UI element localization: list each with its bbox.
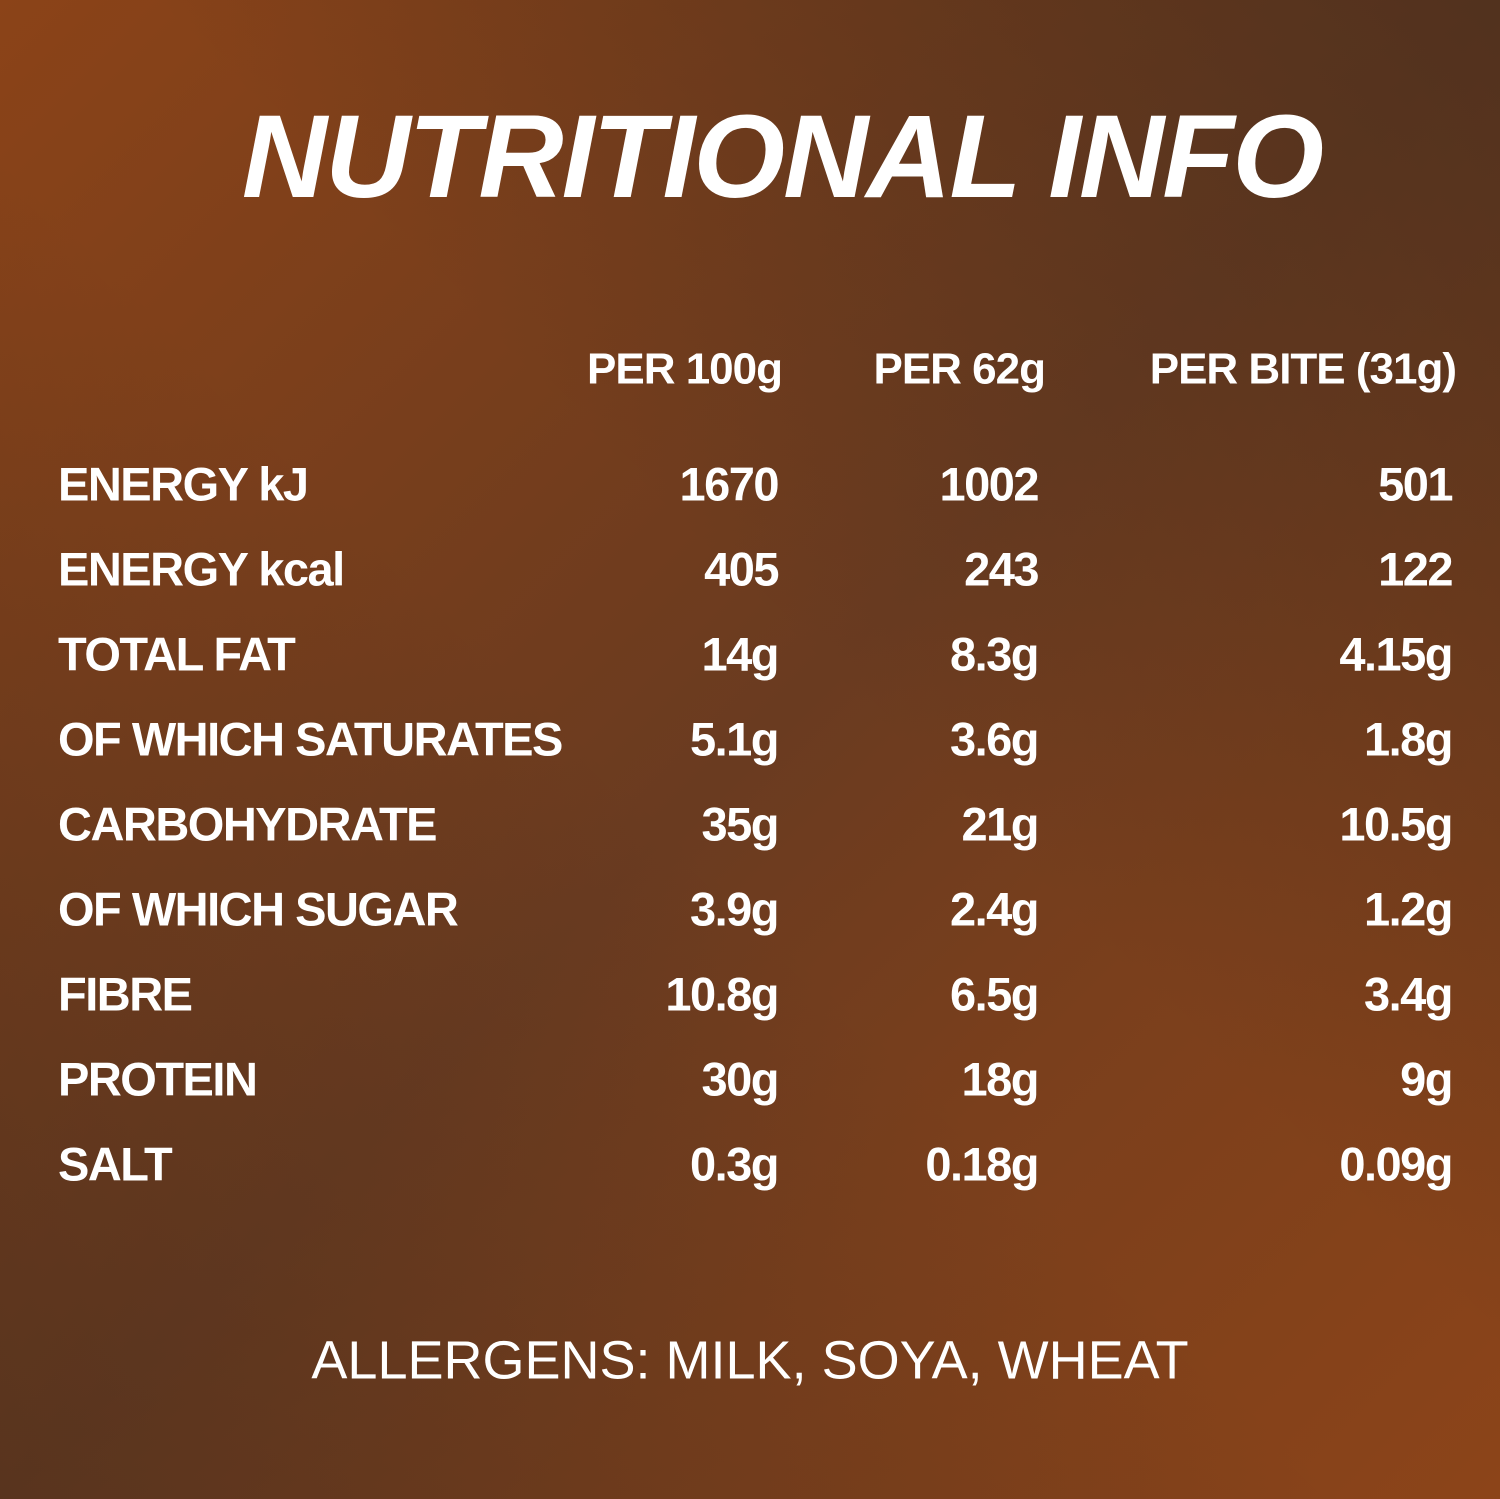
cell-value: 0.18g: [925, 1137, 1038, 1190]
allergens: ALLERGENS: MILK, SOYA, WHEAT: [311, 1330, 1188, 1390]
cell-value: 35g: [702, 797, 779, 850]
title: NUTRITIONAL INFO: [242, 91, 1322, 223]
column-header: PER 62g: [873, 345, 1045, 394]
column-header: PER BITE (31g): [1150, 345, 1456, 394]
cell-value: 1.8g: [1364, 712, 1452, 765]
cell-value: 21g: [962, 797, 1039, 850]
cell-value: 3.6g: [950, 712, 1038, 765]
row-label: SALT: [58, 1137, 173, 1190]
cell-value: 10.8g: [665, 967, 778, 1020]
cell-value: 6.5g: [950, 967, 1038, 1020]
row-label: CARBOHYDRATE: [58, 797, 436, 850]
cell-value: 243: [964, 542, 1038, 595]
cell-value: 2.4g: [950, 882, 1038, 935]
cell-value: 3.4g: [1364, 967, 1452, 1020]
cell-value: 5.1g: [690, 712, 778, 765]
cell-value: 9g: [1400, 1052, 1452, 1105]
row-label: PROTEIN: [58, 1052, 256, 1105]
cell-value: 0.09g: [1339, 1137, 1452, 1190]
cell-value: 1002: [939, 457, 1038, 510]
cell-value: 4.15g: [1339, 627, 1452, 680]
cell-value: 3.9g: [690, 882, 778, 935]
row-label: FIBRE: [58, 967, 192, 1020]
cell-value: 122: [1378, 542, 1452, 595]
cell-value: 0.3g: [690, 1137, 778, 1190]
cell-value: 18g: [962, 1052, 1039, 1105]
row-label: OF WHICH SATURATES: [58, 712, 562, 765]
cell-value: 14g: [702, 627, 779, 680]
column-header: PER 100g: [587, 345, 782, 394]
row-label: ENERGY kJ: [58, 457, 307, 510]
cell-value: 405: [704, 542, 778, 595]
cell-value: 8.3g: [950, 627, 1038, 680]
cell-value: 30g: [702, 1052, 779, 1105]
cell-value: 1670: [679, 457, 778, 510]
row-label: OF WHICH SUGAR: [58, 882, 458, 935]
cell-value: 501: [1378, 457, 1452, 510]
cell-value: 10.5g: [1339, 797, 1452, 850]
row-label: ENERGY kcal: [58, 542, 344, 595]
row-label: TOTAL FAT: [58, 627, 296, 680]
cell-value: 1.2g: [1364, 882, 1452, 935]
